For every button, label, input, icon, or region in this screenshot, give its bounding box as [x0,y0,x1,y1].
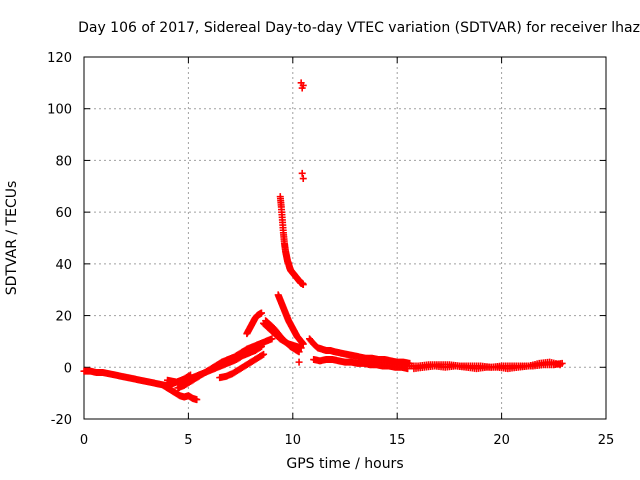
y-axis-label: SDTVAR / TECUs [4,180,20,296]
y-tick-label: 40 [55,258,72,273]
x-tick-label: 25 [598,433,615,448]
x-axis: 0 5 10 15 20 25 [80,57,614,448]
y-tick-label: 100 [47,103,72,118]
data-point [297,344,305,352]
x-tick-label: 15 [389,433,406,448]
data-point [299,281,307,289]
data-point [299,175,307,183]
data-point [298,169,306,177]
x-tick-label: 0 [80,433,88,448]
data-point [299,340,307,348]
chart-grid [84,57,606,419]
y-tick-label: 80 [55,154,72,169]
chart-title: Day 106 of 2017, Sidereal Day-to-day VTE… [78,20,640,36]
y-axis: -20 0 20 40 60 80 100 120 [47,51,606,428]
data-point [260,350,268,358]
data-point [257,309,265,317]
y-tick-label: 0 [64,361,72,376]
data-points [80,79,566,404]
plot-frame [83,56,607,420]
y-tick-label: 20 [55,310,72,325]
y-tick-label: -20 [51,413,72,428]
data-point [556,361,564,369]
y-tick-label: 60 [55,206,72,221]
y-tick-label: 120 [47,51,72,66]
x-tick-label: 20 [493,433,510,448]
x-tick-label: 10 [285,433,302,448]
x-axis-label: GPS time / hours [286,456,404,472]
data-point [193,396,201,404]
x-tick-label: 5 [184,433,192,448]
data-point [268,335,276,343]
data-point [295,358,303,366]
data-point [299,81,307,89]
